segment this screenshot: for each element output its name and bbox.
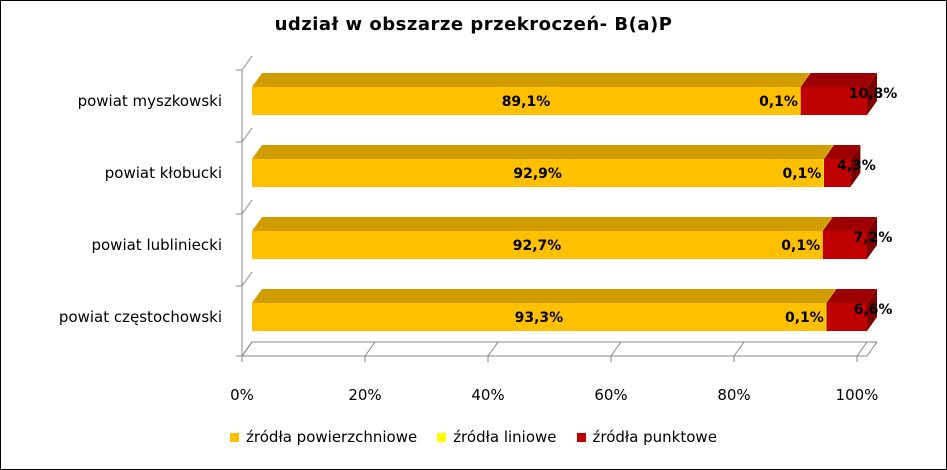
x-tick-label: 0% [230, 386, 254, 404]
legend-label-surface: źródła powierzchniowe [246, 428, 418, 446]
bar-segment [252, 231, 823, 259]
x-tick-label: 100% [836, 386, 879, 404]
bar-segment [822, 231, 867, 259]
x-tick-depth [610, 341, 622, 357]
legend-label-line: źródła liniowe [453, 428, 557, 446]
bar-side-face [867, 289, 877, 331]
bar-top-face [825, 289, 837, 303]
bar-top-face [826, 289, 877, 303]
data-label: 4,3% [837, 158, 876, 174]
bar-segment [823, 159, 851, 187]
category-label: powiat kłobucki [105, 164, 222, 182]
legend-label-point: źródła punktowe [592, 428, 717, 446]
y-tick-depth [241, 271, 253, 287]
legend-item-surface: źródła powierzchniowe [230, 428, 417, 446]
y-tick-depth [241, 55, 253, 71]
x-tick-depth [364, 341, 376, 357]
legend-swatch-line [437, 432, 447, 442]
legend-swatch-surface [230, 432, 240, 442]
bar-segment [823, 159, 824, 187]
bar-side-face [867, 73, 877, 115]
x-tick-depth [241, 341, 253, 357]
chart-title: udział w obszarze przekroczeń- B(a)P [274, 14, 673, 35]
bar-segment [252, 159, 824, 187]
x-tick-label: 60% [594, 386, 627, 404]
data-label: 10,8% [849, 86, 898, 102]
bar-top-face [823, 145, 861, 159]
category-label: powiat częstochowski [59, 308, 222, 326]
bar-top-face [252, 73, 810, 87]
legend-item-point: źródła punktowe [576, 428, 717, 446]
bar-top-face [252, 289, 836, 303]
bar-top-face [252, 145, 834, 159]
bar-top-face [823, 145, 834, 159]
data-label: 7,2% [854, 230, 893, 246]
bar-top-face [800, 73, 877, 87]
bar-segment [799, 87, 801, 115]
x-tick-depth [487, 341, 499, 357]
legend-swatch-point [576, 432, 586, 442]
y-tick-depth [241, 199, 253, 215]
data-label: 92,9% [513, 166, 562, 182]
bar-segment [822, 231, 823, 259]
x-tick-depth [856, 341, 868, 357]
bar-top-face [822, 217, 877, 231]
bar-segment [252, 303, 826, 331]
data-label: 0,1% [785, 310, 824, 326]
bar-top-face [799, 73, 811, 87]
y-tick-depth [241, 127, 253, 143]
x-tick-label: 40% [471, 386, 504, 404]
bar-segment [252, 87, 800, 115]
floor-edge-right [866, 341, 878, 357]
bar-segment [826, 303, 867, 331]
data-label: 92,7% [513, 238, 562, 254]
x-tick-label: 80% [717, 386, 750, 404]
data-label: 93,3% [515, 310, 564, 326]
bar-side-face [850, 145, 861, 187]
data-label: 0,1% [783, 166, 822, 182]
category-label: powiat lubliniecki [91, 236, 222, 254]
bar-segment [800, 87, 867, 115]
data-label: 0,1% [759, 94, 798, 110]
data-label: 89,1% [502, 94, 551, 110]
category-label: powiat myszkowski [78, 92, 222, 110]
bar-segment [825, 303, 827, 331]
x-tick-label: 20% [348, 386, 381, 404]
data-label: 0,1% [781, 238, 820, 254]
x-tick-depth [733, 341, 745, 357]
data-label: 6,6% [854, 302, 893, 318]
legend: źródła powierzchniowe źródła liniowe źró… [0, 428, 947, 446]
bar-side-face [867, 217, 877, 259]
bar-top-face [822, 217, 833, 231]
legend-item-line: źródła liniowe [437, 428, 557, 446]
bar-top-face [252, 217, 833, 231]
